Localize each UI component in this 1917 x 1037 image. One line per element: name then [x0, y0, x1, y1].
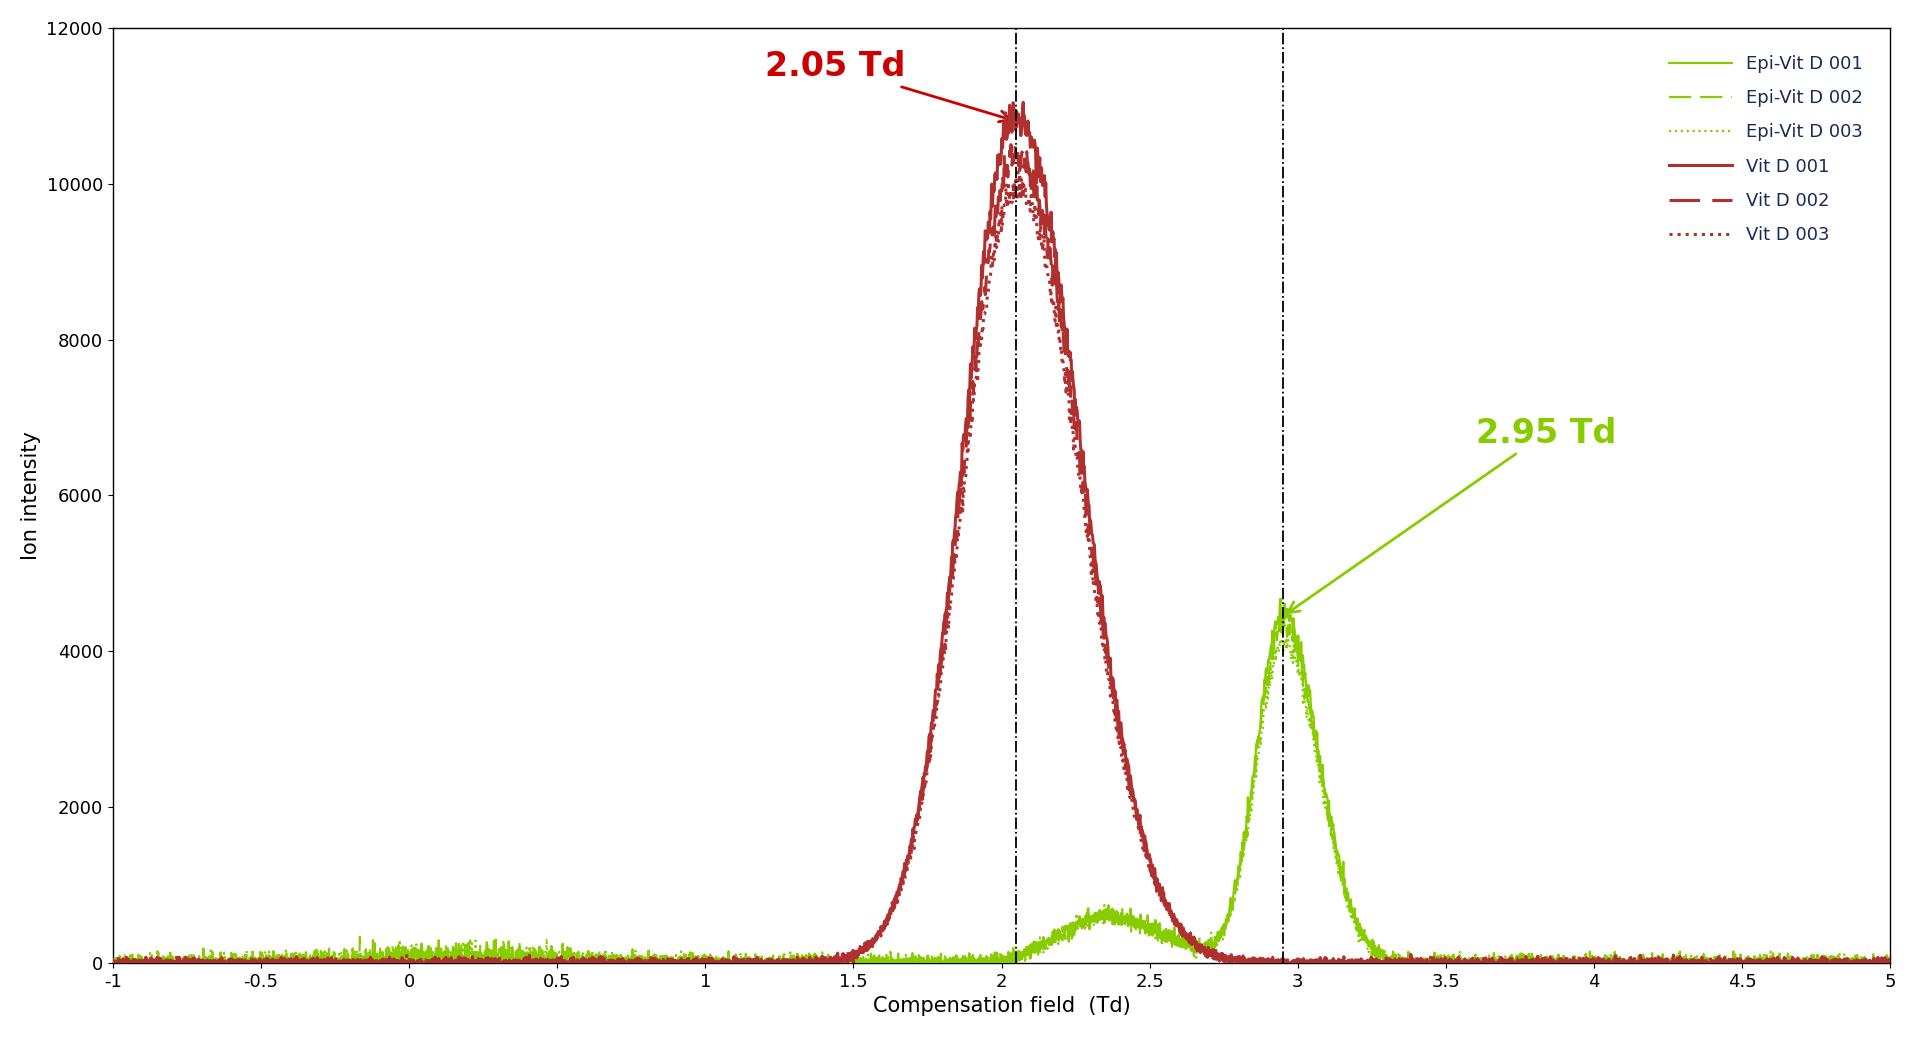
Vit D 003	[102, 955, 125, 968]
Epi-Vit D 002	[102, 957, 125, 970]
Vit D 002	[1846, 953, 1869, 965]
Epi-Vit D 003	[861, 957, 884, 970]
Epi-Vit D 002	[1844, 957, 1867, 970]
Vit D 003	[102, 957, 125, 970]
Vit D 002	[784, 957, 807, 970]
Vit D 002	[1879, 955, 1902, 968]
Epi-Vit D 002	[1879, 957, 1902, 970]
Vit D 001	[410, 956, 433, 969]
Legend: Epi-Vit D 001, Epi-Vit D 002, Epi-Vit D 003, Vit D 001, Vit D 002, Vit D 003: Epi-Vit D 001, Epi-Vit D 002, Epi-Vit D …	[1651, 37, 1881, 262]
Vit D 003	[784, 953, 807, 965]
Line: Vit D 001: Vit D 001	[113, 103, 1890, 963]
Epi-Vit D 001	[102, 953, 125, 965]
Epi-Vit D 001	[1846, 957, 1869, 970]
Line: Epi-Vit D 001: Epi-Vit D 001	[113, 598, 1890, 963]
Vit D 001	[102, 954, 125, 966]
Vit D 001	[784, 957, 807, 970]
Vit D 001	[1654, 955, 1677, 968]
Epi-Vit D 001	[104, 957, 127, 970]
Vit D 001	[305, 955, 328, 968]
Epi-Vit D 003	[1652, 957, 1675, 970]
Epi-Vit D 002	[410, 956, 433, 969]
Epi-Vit D 003	[410, 957, 433, 970]
Vit D 001	[1012, 96, 1035, 109]
Vit D 001	[861, 938, 884, 951]
Epi-Vit D 003	[1275, 632, 1298, 644]
Vit D 003	[1654, 956, 1677, 969]
Vit D 002	[305, 956, 328, 969]
Y-axis label: Ion intensity: Ion intensity	[21, 431, 40, 560]
Vit D 001	[102, 957, 125, 970]
Epi-Vit D 001	[784, 951, 807, 963]
Vit D 002	[410, 957, 433, 970]
Line: Epi-Vit D 002: Epi-Vit D 002	[113, 613, 1890, 963]
Epi-Vit D 002	[1269, 607, 1292, 619]
Vit D 001	[1879, 953, 1902, 965]
Vit D 001	[1846, 957, 1869, 970]
Vit D 002	[102, 953, 125, 965]
Vit D 003	[1846, 957, 1869, 970]
Vit D 002	[102, 957, 125, 970]
Vit D 003	[305, 955, 328, 968]
Epi-Vit D 003	[782, 957, 805, 970]
Line: Vit D 003: Vit D 003	[113, 166, 1890, 963]
Vit D 002	[1654, 957, 1677, 970]
Epi-Vit D 003	[1879, 949, 1902, 961]
Epi-Vit D 002	[305, 944, 328, 956]
Epi-Vit D 003	[102, 957, 125, 970]
Text: 2.95 Td: 2.95 Td	[1288, 417, 1616, 613]
Epi-Vit D 002	[861, 954, 884, 966]
Epi-Vit D 001	[861, 957, 884, 970]
Vit D 002	[1003, 138, 1026, 150]
Epi-Vit D 001	[305, 949, 328, 961]
Vit D 003	[1008, 160, 1031, 172]
Epi-Vit D 001	[410, 937, 433, 950]
Epi-Vit D 001	[1654, 957, 1677, 970]
Vit D 003	[410, 957, 433, 970]
X-axis label: Compensation field  (Td): Compensation field (Td)	[872, 997, 1131, 1016]
Epi-Vit D 003	[1844, 957, 1867, 970]
Vit D 003	[1879, 955, 1902, 968]
Vit D 002	[861, 943, 884, 955]
Vit D 003	[861, 936, 884, 949]
Line: Epi-Vit D 003: Epi-Vit D 003	[113, 638, 1890, 963]
Epi-Vit D 003	[305, 953, 328, 965]
Epi-Vit D 002	[782, 956, 805, 969]
Epi-Vit D 002	[1652, 954, 1675, 966]
Epi-Vit D 001	[1879, 954, 1902, 966]
Epi-Vit D 001	[1269, 592, 1292, 605]
Line: Vit D 002: Vit D 002	[113, 144, 1890, 963]
Text: 2.05 Td: 2.05 Td	[765, 50, 1010, 121]
